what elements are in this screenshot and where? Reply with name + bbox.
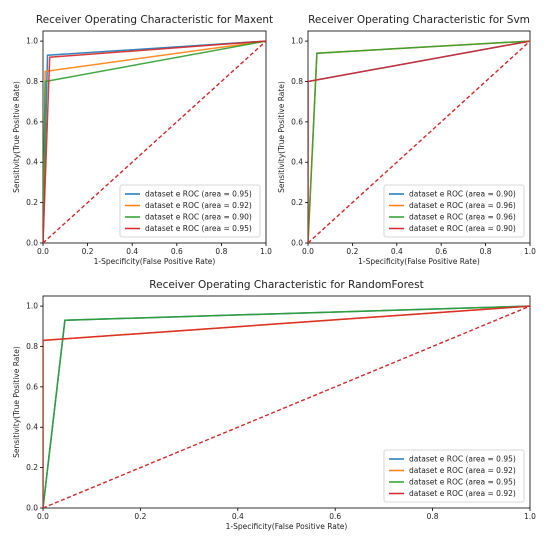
legend: dataset e ROC (area = 0.90) dataset e ROC… bbox=[383, 184, 525, 238]
legend: dataset e ROC (area = 0.95) dataset e ROC… bbox=[119, 184, 261, 238]
y-tick-label: 1.0 bbox=[291, 37, 303, 46]
roc-curve-line bbox=[43, 305, 530, 508]
y-tick-label: 0.4 bbox=[26, 423, 38, 432]
chance-diagonal-line bbox=[43, 305, 530, 508]
y-tick-label: 0.2 bbox=[26, 463, 38, 472]
x-tick-label: 1.0 bbox=[260, 247, 272, 256]
chance-diagonal-line bbox=[308, 40, 530, 243]
y-axis-label: Sensitivity(True Positive Rate) bbox=[12, 346, 21, 458]
x-tick-label: 1.0 bbox=[524, 247, 536, 256]
legend-entry: dataset e ROC (area = 0.90) bbox=[409, 224, 516, 233]
legend-entry: dataset e ROC (area = 0.95) bbox=[409, 455, 516, 464]
y-axis-label: Sensitivity(True Positive Rate) bbox=[277, 81, 286, 193]
x-tick-label: 0.6 bbox=[435, 247, 447, 256]
legend-entry: dataset e ROC (area = 0.95) bbox=[145, 224, 252, 233]
y-tick-label: 1.0 bbox=[26, 302, 38, 311]
x-tick-label: 0.4 bbox=[391, 247, 403, 256]
chart-title: Receiver Operating Characteristic for Sv… bbox=[308, 14, 530, 26]
y-tick-label: 0.0 bbox=[26, 504, 38, 513]
y-axis-label: Sensitivity(True Positive Rate) bbox=[12, 81, 21, 193]
x-tick-label: 0.8 bbox=[427, 512, 439, 521]
roc-curve-line bbox=[43, 40, 266, 243]
legend-entry: dataset e ROC (area = 0.96) bbox=[409, 213, 516, 222]
x-tick-label: 0.4 bbox=[126, 247, 138, 256]
y-tick-label: 0.2 bbox=[291, 198, 303, 207]
roc-chart-randomforest: Receiver Operating Characteristic for Ra… bbox=[12, 279, 536, 531]
series-group bbox=[43, 305, 530, 508]
x-tick-label: 0.0 bbox=[302, 247, 314, 256]
y-tick-label: 1.0 bbox=[26, 37, 38, 46]
roc-chart-svm: Receiver Operating Characteristic for Sv… bbox=[277, 14, 536, 266]
legend-entry: dataset e ROC (area = 0.90) bbox=[409, 190, 516, 199]
y-tick-label: 0.2 bbox=[26, 198, 38, 207]
x-tick-label: 0.2 bbox=[82, 247, 94, 256]
y-tick-label: 0.6 bbox=[26, 382, 38, 391]
x-tick-label: 0.6 bbox=[171, 247, 183, 256]
legend-entry: dataset e ROC (area = 0.95) bbox=[145, 190, 252, 199]
legend-entry: dataset e ROC (area = 0.95) bbox=[409, 478, 516, 487]
x-axis-label: 1-Specificity(False Positive Rate) bbox=[226, 522, 348, 531]
x-tick-label: 1.0 bbox=[524, 512, 536, 521]
x-tick-label: 0.6 bbox=[329, 512, 341, 521]
series-group bbox=[308, 40, 530, 243]
legend-entry: dataset e ROC (area = 0.92) bbox=[409, 466, 516, 475]
legend-box bbox=[383, 184, 525, 238]
legend-entry: dataset e ROC (area = 0.92) bbox=[409, 489, 516, 498]
y-tick-label: 0.0 bbox=[291, 239, 303, 248]
series-group bbox=[43, 40, 266, 243]
y-tick-label: 0.0 bbox=[26, 239, 38, 248]
roc-curve-line bbox=[43, 305, 530, 508]
x-axis-label: 1-Specificity(False Positive Rate) bbox=[358, 257, 480, 266]
roc-curve-line bbox=[43, 40, 266, 243]
y-tick-label: 0.8 bbox=[26, 342, 38, 351]
y-tick-label: 0.8 bbox=[26, 77, 38, 86]
y-tick-label: 0.6 bbox=[26, 117, 38, 126]
x-axis-label: 1-Specificity(False Positive Rate) bbox=[94, 257, 216, 266]
legend-entry: dataset e ROC (area = 0.92) bbox=[145, 201, 252, 210]
y-tick-label: 0.8 bbox=[291, 77, 303, 86]
chart-title: Receiver Operating Characteristic for Ra… bbox=[149, 279, 423, 291]
x-tick-label: 0.8 bbox=[215, 247, 227, 256]
legend-entry: dataset e ROC (area = 0.90) bbox=[145, 213, 252, 222]
x-tick-label: 0.8 bbox=[480, 247, 492, 256]
legend-box bbox=[383, 449, 525, 503]
chance-diagonal-line bbox=[43, 40, 266, 243]
x-tick-label: 0.4 bbox=[232, 512, 244, 521]
legend: dataset e ROC (area = 0.95) dataset e ROC… bbox=[383, 449, 525, 503]
roc-curve-line bbox=[308, 40, 530, 243]
x-tick-label: 0.0 bbox=[37, 247, 49, 256]
roc-chart-maxent: Receiver Operating Characteristic for Ma… bbox=[12, 14, 273, 266]
y-tick-label: 0.4 bbox=[26, 158, 38, 167]
y-tick-label: 0.6 bbox=[291, 117, 303, 126]
x-tick-label: 0.2 bbox=[134, 512, 146, 521]
x-tick-label: 0.2 bbox=[346, 247, 358, 256]
chart-title: Receiver Operating Characteristic for Ma… bbox=[36, 14, 273, 26]
roc-curve-line bbox=[308, 40, 530, 243]
legend-entry: dataset e ROC (area = 0.96) bbox=[409, 201, 516, 210]
legend-box bbox=[119, 184, 261, 238]
x-tick-label: 0.0 bbox=[37, 512, 49, 521]
y-tick-label: 0.4 bbox=[291, 158, 303, 167]
